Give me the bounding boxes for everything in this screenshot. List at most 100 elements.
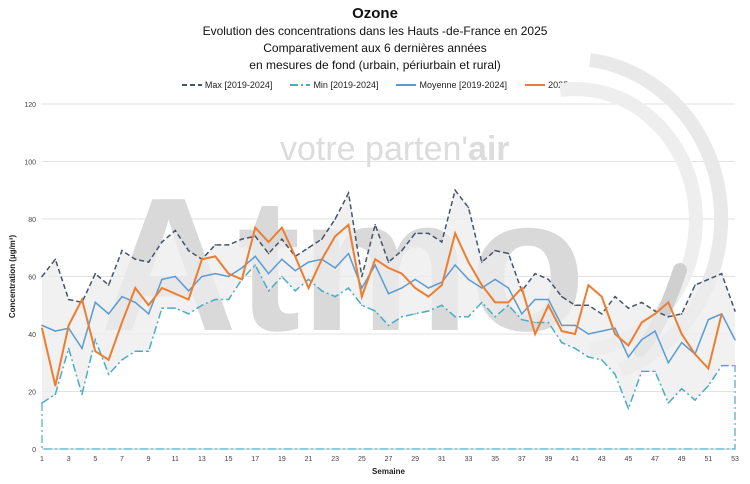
data-point xyxy=(321,290,323,292)
data-point xyxy=(161,307,163,309)
x-tick-label: 39 xyxy=(545,456,553,463)
data-point xyxy=(574,347,576,350)
data-point xyxy=(520,318,523,321)
data-point xyxy=(441,284,443,286)
legend-swatch xyxy=(290,84,311,86)
data-point xyxy=(467,278,470,281)
data-point xyxy=(347,252,350,255)
data-point xyxy=(480,261,483,263)
x-tick-label: 7 xyxy=(120,456,124,463)
data-point xyxy=(107,359,110,361)
legend-swatch xyxy=(525,84,546,86)
x-tick-label: 29 xyxy=(411,456,419,463)
data-point xyxy=(294,269,297,272)
legend-item: Max [2019-2024] xyxy=(181,80,272,90)
data-point xyxy=(361,275,363,278)
data-point xyxy=(347,223,350,226)
data-point xyxy=(654,330,656,332)
data-point xyxy=(374,223,376,226)
x-tick-label: 13 xyxy=(198,456,206,463)
y-tick-label: 100 xyxy=(24,160,36,167)
data-point xyxy=(667,315,670,318)
data-point xyxy=(214,244,217,246)
series-line-0 xyxy=(41,188,736,318)
legend-swatch xyxy=(181,84,202,86)
data-point xyxy=(187,298,190,301)
data-point xyxy=(427,310,430,312)
data-point xyxy=(294,290,297,292)
data-point xyxy=(507,287,510,289)
y-axis-label: Concentration (µg/m³) xyxy=(8,235,17,319)
data-point xyxy=(654,313,656,315)
data-point xyxy=(454,315,456,318)
series-line-3 xyxy=(41,222,723,386)
data-point xyxy=(174,292,177,295)
y-tick-label: 20 xyxy=(28,390,36,397)
y-tick-label: 60 xyxy=(28,275,36,282)
data-point xyxy=(254,255,257,258)
data-point xyxy=(654,310,656,312)
data-point xyxy=(134,350,137,353)
data-point xyxy=(734,310,736,312)
data-point xyxy=(507,252,510,255)
data-point xyxy=(640,321,643,324)
legend-swatch xyxy=(396,84,417,86)
x-tick-label: 1 xyxy=(40,456,44,463)
data-point xyxy=(534,272,536,275)
data-point xyxy=(441,241,443,243)
legend-label: Moyenne [2019-2024] xyxy=(419,80,508,90)
data-point xyxy=(560,330,563,332)
data-point xyxy=(560,295,563,298)
min-series-baseline xyxy=(41,365,736,450)
data-point xyxy=(401,315,403,318)
data-point xyxy=(707,367,710,370)
legend-label: 2025 xyxy=(548,80,569,90)
data-point xyxy=(427,232,430,235)
data-point xyxy=(587,333,590,335)
x-axis-label: Semaine xyxy=(372,467,405,476)
y-tick-label: 40 xyxy=(28,332,36,339)
data-point xyxy=(401,272,403,275)
data-point xyxy=(361,295,363,298)
data-point xyxy=(187,249,190,252)
x-tick-label: 33 xyxy=(465,456,473,463)
data-point xyxy=(41,275,43,278)
data-point xyxy=(54,384,57,387)
data-point xyxy=(640,338,643,341)
data-point xyxy=(347,287,350,289)
data-point xyxy=(627,356,630,358)
data-point xyxy=(267,290,270,292)
data-point xyxy=(720,272,723,275)
x-tick-label: 31 xyxy=(438,456,446,463)
y-tick-label: 120 xyxy=(24,102,36,109)
data-point xyxy=(107,313,110,315)
data-point xyxy=(614,327,616,330)
data-point xyxy=(81,393,83,396)
data-point xyxy=(134,287,137,289)
data-point xyxy=(347,192,350,194)
data-point xyxy=(41,402,43,404)
data-point xyxy=(520,287,523,289)
data-point xyxy=(694,353,696,355)
data-point xyxy=(667,402,670,404)
data-point xyxy=(640,370,643,373)
data-point xyxy=(387,292,390,295)
data-point xyxy=(614,295,616,298)
data-point xyxy=(720,364,723,367)
data-point xyxy=(387,267,390,269)
data-point xyxy=(720,313,723,315)
data-point xyxy=(161,287,163,289)
data-point xyxy=(694,284,696,286)
data-point xyxy=(587,284,590,286)
data-point xyxy=(121,359,123,361)
data-point xyxy=(441,304,443,307)
data-point xyxy=(241,238,243,240)
x-tick-label: 19 xyxy=(278,456,286,463)
data-point xyxy=(174,275,177,278)
data-point xyxy=(387,261,390,263)
data-point xyxy=(454,232,456,235)
data-point xyxy=(121,249,123,252)
data-point xyxy=(707,384,710,387)
data-point xyxy=(734,338,736,341)
